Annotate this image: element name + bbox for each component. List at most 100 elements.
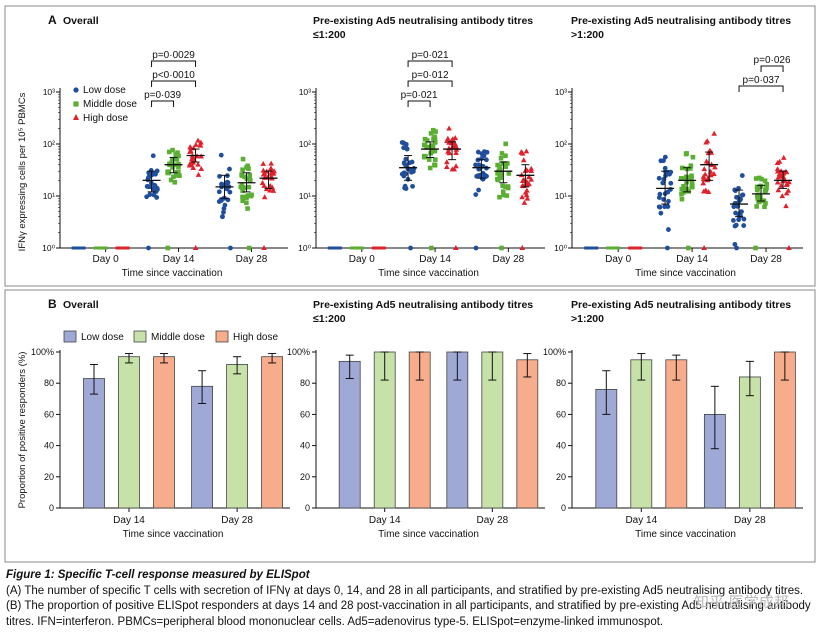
data-point-square	[688, 166, 693, 171]
data-point-square	[432, 148, 438, 154]
data-point-square	[681, 183, 686, 189]
data-point-circle	[739, 173, 745, 178]
data-point-circle	[403, 141, 409, 147]
chart-title: ≤1:200	[313, 29, 346, 41]
bar	[516, 359, 539, 509]
data-point-square	[757, 194, 763, 199]
data-point-square	[498, 175, 503, 181]
data-point-square	[506, 171, 512, 176]
data-point-circle	[736, 217, 742, 223]
x-tick-label: Day 28	[734, 515, 766, 526]
data-point-circle	[217, 173, 222, 179]
data-point-triangle	[774, 179, 781, 185]
x-tick-label: Day 14	[369, 515, 401, 526]
bar	[261, 356, 284, 509]
data-point-triangle	[705, 175, 712, 181]
data-point-circle	[668, 187, 673, 192]
data-point-circle	[219, 181, 224, 187]
data-point-circle	[741, 216, 747, 222]
bar	[118, 356, 140, 509]
data-point-triangle	[702, 187, 709, 193]
data-point-triangle	[711, 171, 717, 177]
data-point-triangle	[444, 159, 450, 165]
data-point-triangle	[195, 161, 201, 167]
significance-bracket	[151, 60, 197, 67]
data-point-square	[764, 185, 769, 190]
data-point-triangle	[776, 171, 783, 177]
p-value-label: p=0·0029	[152, 50, 195, 61]
data-point-circle	[668, 180, 674, 186]
y-tick-label: 40	[300, 441, 310, 451]
data-point-triangle	[198, 165, 205, 171]
data-point-square	[690, 154, 696, 160]
bar	[83, 378, 105, 509]
scatter-panel-3: Pre-existing Ad5 neutralising antibody t…	[554, 15, 803, 279]
data-point-circle	[221, 209, 226, 215]
data-point-triangle	[190, 164, 197, 170]
data-point-square	[426, 157, 432, 162]
data-point-circle	[731, 204, 737, 210]
y-tick-label: 10³	[43, 87, 55, 97]
data-point-square	[763, 201, 768, 206]
data-point-square	[753, 245, 758, 251]
p-value-label: p=0·021	[412, 50, 449, 61]
data-point-square	[498, 155, 504, 161]
y-tick-label: 80	[300, 378, 310, 388]
data-point-square	[174, 173, 179, 178]
data-point-circle	[150, 153, 156, 159]
legend-marker-triangle	[73, 114, 79, 120]
data-point-circle	[658, 210, 664, 216]
data-point-square	[429, 245, 434, 251]
data-point-square	[433, 157, 438, 162]
x-tick-label: Day 14	[113, 515, 145, 526]
data-point-square	[170, 147, 175, 153]
x-tick-label: Day 0	[605, 254, 632, 265]
data-point-triangle	[260, 167, 267, 173]
panel-b-frame	[4, 289, 816, 563]
legend-swatch	[215, 330, 229, 343]
legend-swatch	[63, 330, 77, 343]
data-point-square	[170, 165, 175, 170]
data-point-triangle	[712, 164, 718, 170]
data-point-triangle	[703, 139, 709, 145]
data-point-triangle	[700, 173, 707, 179]
data-point-triangle	[261, 245, 267, 250]
x-tick-label: Day 28	[221, 515, 253, 526]
y-tick-label: 100%	[543, 347, 566, 357]
data-point-square	[240, 185, 245, 190]
chart-title: >1:200	[571, 29, 604, 41]
x-axis-label: Time since vaccination	[635, 268, 736, 279]
data-point-triangle	[521, 199, 528, 205]
data-point-triangle	[449, 137, 456, 143]
data-point-triangle	[780, 154, 787, 160]
data-point-triangle	[774, 166, 781, 172]
x-tick-label: Day 28	[493, 254, 525, 265]
data-point-triangle	[524, 195, 531, 201]
p-value-label: p<0·0010	[152, 70, 195, 81]
legend-swatch	[133, 330, 147, 343]
data-point-square	[754, 204, 759, 209]
data-point-square	[240, 194, 245, 200]
y-tick-label: 10⁰	[554, 243, 567, 253]
data-point-square	[679, 186, 685, 192]
data-point-square	[679, 196, 685, 202]
legend-label: Low dose	[83, 85, 126, 96]
data-point-circle	[657, 204, 663, 210]
data-point-square	[422, 142, 428, 148]
data-point-triangle	[195, 137, 201, 143]
data-point-triangle	[261, 182, 267, 188]
y-tick-label: 100%	[287, 347, 310, 357]
data-point-square	[239, 173, 245, 178]
data-point-triangle	[453, 163, 459, 169]
y-tick-label: 10⁰	[298, 243, 311, 253]
data-point-triangle	[453, 149, 459, 155]
data-point-circle	[482, 172, 487, 178]
data-point-circle	[732, 223, 738, 229]
bar	[738, 376, 761, 509]
data-point-triangle	[701, 166, 708, 172]
chart-title: >1:200	[571, 313, 604, 325]
data-point-square	[247, 172, 253, 178]
caption-part-a: (A) The number of specific T cells with …	[6, 584, 804, 597]
figure-caption: Figure 1: Specific T-cell response measu…	[6, 568, 816, 630]
